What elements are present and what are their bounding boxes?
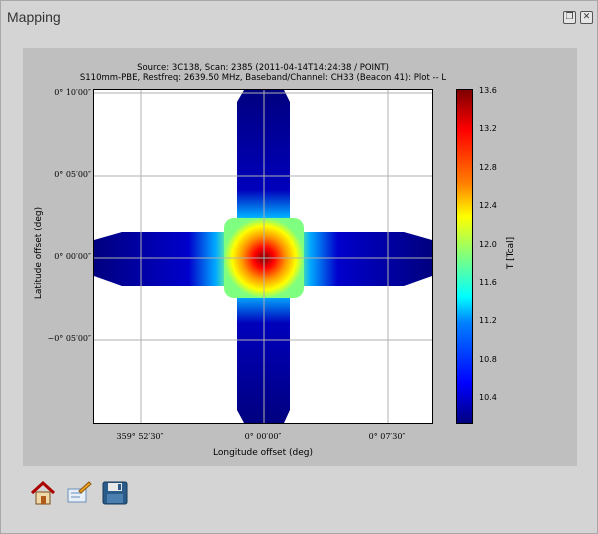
x-tick-label: 0° 07′30″ <box>368 432 406 441</box>
colorbar-tick: 13.2 <box>479 124 497 133</box>
colorbar-tick: 12.8 <box>479 163 497 172</box>
x-tick-label: 359° 52′30″ <box>116 432 164 441</box>
window-title: Mapping <box>7 9 61 25</box>
map-axes[interactable] <box>93 89 433 424</box>
colorbar-label: T [Tcal] <box>506 236 516 270</box>
colorbar-tick: 10.4 <box>479 393 497 402</box>
colorbar-tick: 12.4 <box>479 201 497 210</box>
plot-panel: Source: 3C138, Scan: 2385 (2011-04-14T14… <box>23 48 577 466</box>
y-tick-label: 0° 10′00″ <box>54 88 91 97</box>
home-button[interactable] <box>29 479 57 507</box>
colorbar-tick: 10.8 <box>479 355 497 364</box>
home-icon <box>30 480 56 505</box>
title-bar: Mapping ❐ ✕ <box>1 1 597 33</box>
y-tick-label: 0° 05′00″ <box>54 170 91 179</box>
y-tick-label: 0° 00′00″ <box>54 252 91 261</box>
y-axis-label: Latitude offset (deg) <box>34 206 44 300</box>
colorbar-tick: 13.6 <box>479 86 497 95</box>
edit-icon <box>67 481 92 503</box>
colorbar-tick: 12.0 <box>479 240 497 249</box>
y-tick-label: −0° 05′00″ <box>47 334 92 343</box>
restore-button[interactable]: ❐ <box>563 11 576 24</box>
save-icon <box>102 481 128 505</box>
plot-title-line1: Source: 3C138, Scan: 2385 (2011-04-14T14… <box>137 63 389 73</box>
plot-title-line2: S110mm-PBE, Restfreq: 2639.50 MHz, Baseb… <box>79 73 447 83</box>
edit-button[interactable] <box>65 479 93 507</box>
x-tick-label: 0° 00′00″ <box>244 432 282 441</box>
colorbar <box>456 89 473 424</box>
save-button[interactable] <box>101 479 129 507</box>
close-button[interactable]: ✕ <box>580 11 593 24</box>
colorbar-tick: 11.6 <box>479 278 497 287</box>
intensity-map <box>94 90 432 423</box>
x-axis-label: Longitude offset (deg) <box>213 448 313 458</box>
colorbar-tick: 11.2 <box>479 316 497 325</box>
